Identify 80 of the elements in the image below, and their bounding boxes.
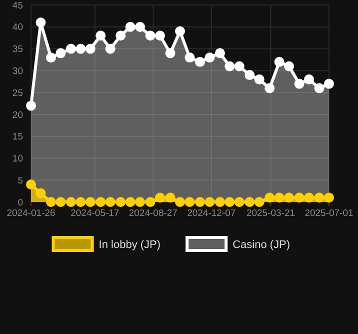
y-tick-label: 20 bbox=[12, 110, 23, 121]
point bbox=[244, 197, 255, 207]
point bbox=[214, 197, 225, 207]
y-tick-label: 30 bbox=[12, 66, 23, 77]
x-tick-label: 2024-05-17 bbox=[70, 208, 120, 219]
y-tick-label: 5 bbox=[18, 175, 23, 186]
point bbox=[254, 74, 264, 84]
point bbox=[284, 61, 294, 72]
point bbox=[125, 22, 136, 32]
x-tick-label: 2024-12-07 bbox=[187, 208, 236, 219]
point bbox=[234, 197, 244, 207]
point bbox=[76, 197, 86, 207]
point bbox=[264, 83, 275, 94]
point bbox=[274, 56, 284, 67]
x-tick-label: 2024-01-26 bbox=[6, 208, 56, 219]
point bbox=[66, 44, 76, 54]
y-tick-label: 45 bbox=[12, 0, 23, 12]
point bbox=[194, 197, 205, 207]
point bbox=[76, 44, 86, 54]
point bbox=[26, 100, 36, 111]
legend-label: In lobby (JP) bbox=[98, 238, 161, 251]
point bbox=[234, 61, 244, 72]
point bbox=[96, 197, 106, 207]
point bbox=[116, 30, 126, 41]
point bbox=[46, 52, 56, 63]
point bbox=[36, 18, 46, 28]
point bbox=[135, 22, 146, 32]
point bbox=[145, 197, 156, 207]
point bbox=[284, 192, 294, 203]
point bbox=[105, 44, 116, 54]
point bbox=[155, 30, 166, 41]
point bbox=[165, 48, 176, 58]
point bbox=[125, 197, 136, 207]
point bbox=[294, 192, 304, 203]
x-tick-label: 2025-03-21 bbox=[246, 208, 296, 219]
point bbox=[66, 197, 76, 207]
point bbox=[214, 48, 225, 58]
point bbox=[314, 83, 324, 94]
y-tick-label: 35 bbox=[12, 44, 23, 56]
point bbox=[165, 192, 176, 203]
point bbox=[314, 192, 324, 203]
point bbox=[85, 197, 96, 207]
y-tick-label: 25 bbox=[12, 88, 23, 99]
legend-label: Casino (JP) bbox=[232, 238, 290, 251]
point bbox=[324, 78, 334, 89]
point bbox=[244, 70, 255, 80]
point bbox=[56, 48, 66, 58]
point bbox=[324, 192, 334, 203]
point bbox=[46, 197, 56, 207]
point bbox=[304, 192, 314, 203]
point bbox=[85, 44, 96, 54]
point bbox=[135, 197, 146, 207]
point bbox=[116, 197, 126, 207]
point bbox=[274, 192, 284, 203]
x-tick-label: 2025-07-01 bbox=[304, 208, 354, 219]
point bbox=[175, 197, 185, 207]
point bbox=[204, 52, 215, 63]
point bbox=[36, 188, 46, 198]
point bbox=[204, 197, 215, 207]
point bbox=[56, 197, 66, 207]
point bbox=[264, 192, 275, 203]
point bbox=[304, 74, 314, 84]
point bbox=[175, 26, 185, 36]
point bbox=[96, 30, 106, 41]
y-tick-label: 15 bbox=[12, 132, 23, 143]
y-tick-label: 0 bbox=[18, 197, 23, 208]
point bbox=[145, 30, 156, 41]
x-tick-label: 2024-08-27 bbox=[128, 208, 178, 219]
point bbox=[105, 197, 116, 207]
point bbox=[184, 52, 195, 63]
y-tick-label: 40 bbox=[12, 22, 23, 34]
y-tick-label: 10 bbox=[12, 154, 23, 165]
point bbox=[155, 192, 166, 203]
point bbox=[254, 197, 264, 207]
point bbox=[194, 56, 205, 67]
point bbox=[224, 197, 235, 207]
point bbox=[26, 179, 36, 190]
point bbox=[224, 61, 235, 72]
point bbox=[294, 78, 304, 89]
point bbox=[184, 197, 195, 207]
